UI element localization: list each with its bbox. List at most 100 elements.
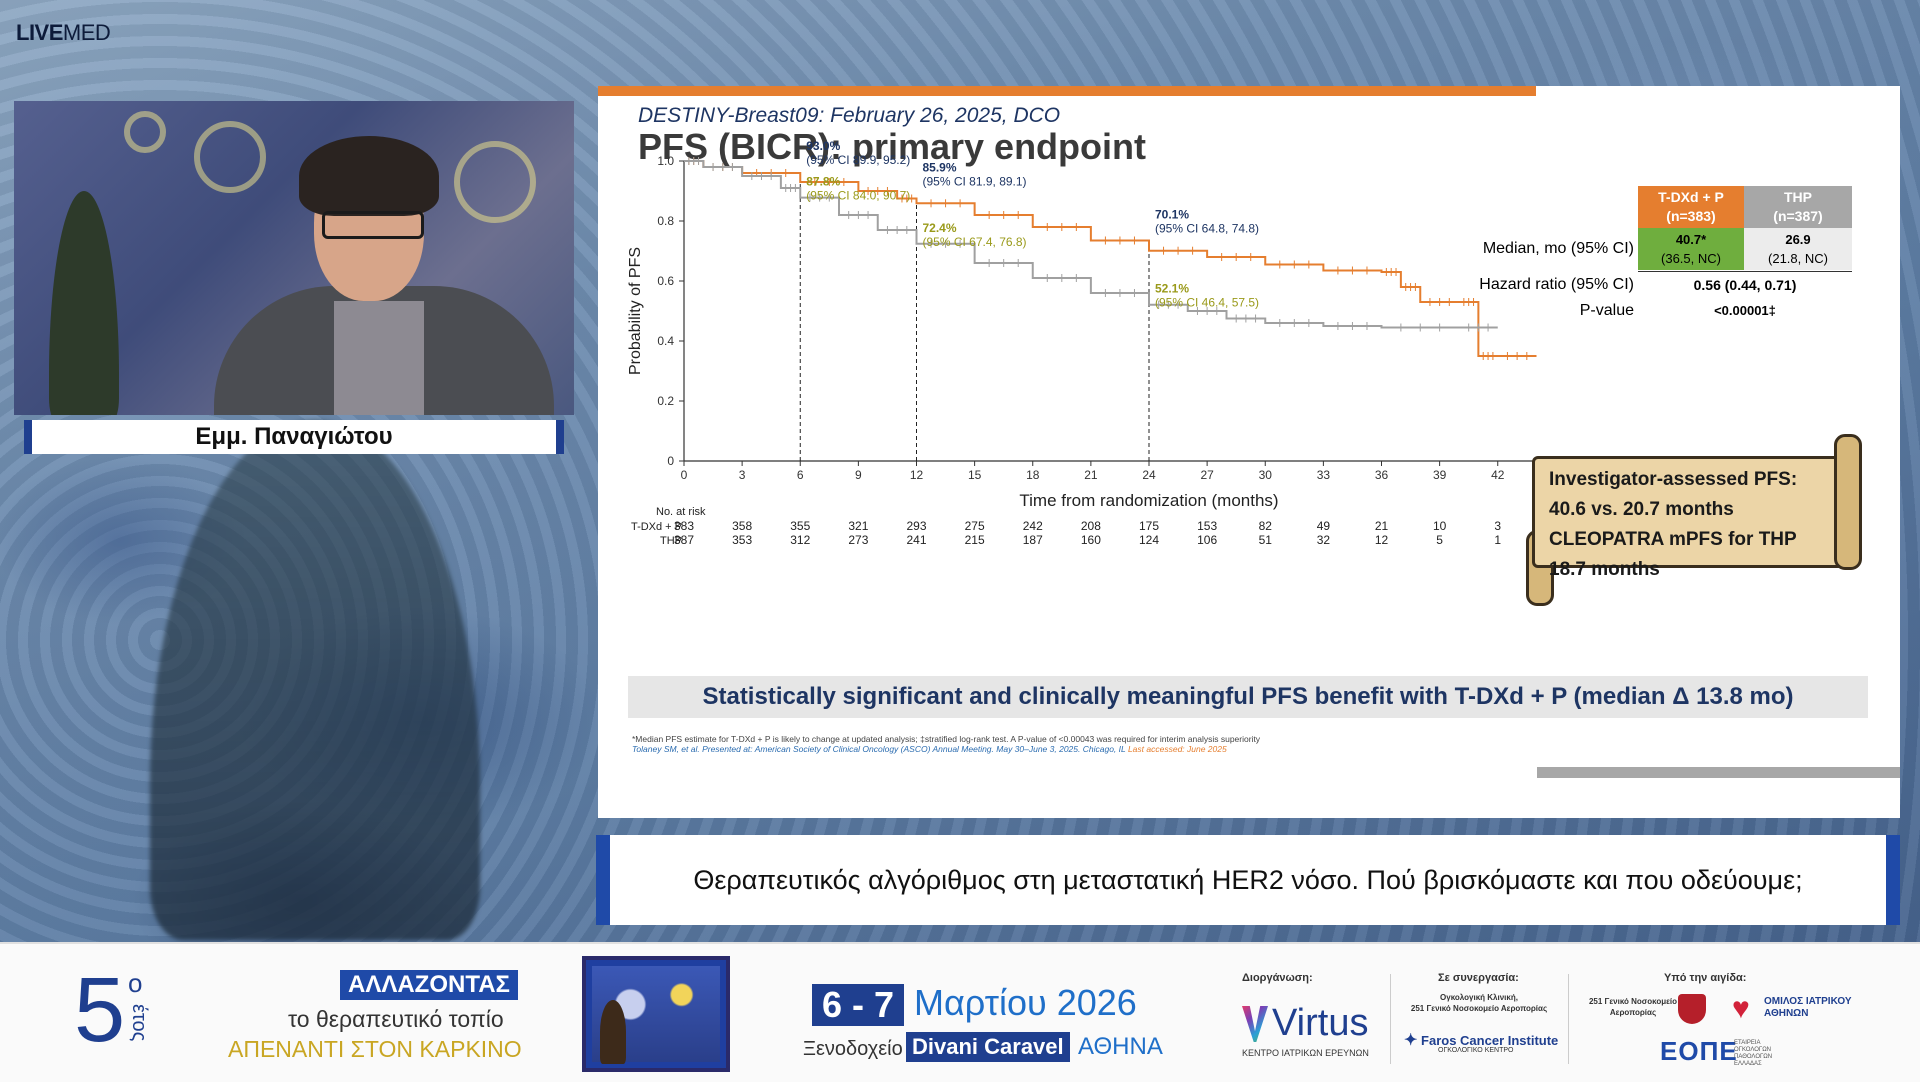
callout-line: CLEOPATRA mPFS for THP	[1549, 529, 1797, 550]
table-head-tdxd-name: T-DXd + P	[1658, 189, 1724, 205]
at-risk-value: 3	[1494, 519, 1501, 533]
speaker-name: Εμμ. Παναγιώτου	[24, 420, 564, 454]
cooperation-label: Σε συνεργασία:	[1438, 972, 1519, 984]
median-tdxd-ci: (36.5, NC)	[1661, 251, 1721, 266]
annotation-ci: (95% CI 89.9, 95.2)	[806, 153, 910, 167]
slide-subtitle: DESTINY-Breast09: February 26, 2025, DCO	[638, 104, 1061, 127]
at-risk-value: 153	[1197, 519, 1217, 533]
callout-line: Investigator-assessed PFS:	[1549, 469, 1798, 490]
y-tick-label: 0.8	[657, 214, 674, 228]
edition-number: 5	[74, 959, 126, 1061]
organizer-subtitle: ΚΕΝΤΡΟ ΙΑΤΡΙΚΩΝ ΕΡΕΥΝΩΝ	[1242, 1048, 1369, 1058]
at-risk-value: 51	[1259, 533, 1273, 547]
annotation-value: 93.0%	[806, 139, 840, 153]
median-thp-ci: (21.8, NC)	[1768, 251, 1828, 266]
omilos-line: ΑΘΗΝΩΝ	[1764, 1008, 1809, 1019]
scroll-roll-right	[1834, 434, 1862, 570]
at-risk-value: 12	[1375, 533, 1389, 547]
key-finding-banner: Statistically significant and clinically…	[628, 676, 1868, 718]
annotation-ci: (95% CI 46.4, 57.5)	[1155, 296, 1259, 310]
y-axis-label: Probability of PFS	[627, 247, 644, 375]
p-value: <0.00001‡	[1714, 303, 1776, 318]
footer-separator	[1568, 974, 1569, 1064]
at-risk-value: 10	[1433, 519, 1447, 533]
x-tick-label: 42	[1491, 468, 1505, 482]
table-divider	[1638, 271, 1852, 272]
median-thp-cell: 26.9 (21.8, NC)	[1744, 228, 1852, 270]
at-risk-value: 32	[1317, 533, 1331, 547]
at-risk-value: 49	[1317, 519, 1331, 533]
at-risk-value: 160	[1081, 533, 1101, 547]
at-risk-row-label: THP	[660, 535, 682, 547]
annotation-ci: (95% CI 84.0, 90.7)	[806, 189, 910, 203]
at-risk-value: 383	[674, 519, 694, 533]
at-risk-title: No. at risk	[656, 506, 706, 518]
annotation-value: 70.1%	[1155, 208, 1189, 222]
callout-line: 18.7 months	[1549, 559, 1660, 580]
x-tick-label: 24	[1142, 468, 1156, 482]
at-risk-value: 215	[965, 533, 985, 547]
x-tick-label: 6	[797, 468, 804, 482]
video-tree	[49, 191, 119, 415]
at-risk-value: 106	[1197, 533, 1217, 547]
event-poster-thumbnail	[582, 956, 730, 1072]
faros-logo: ✦ Faros Cancer Institute	[1404, 1030, 1558, 1050]
poster-tree	[600, 1000, 626, 1064]
hr-label: Hazard ratio (95% CI)	[1479, 276, 1634, 293]
at-risk-value: 124	[1139, 533, 1159, 547]
y-tick-label: 0	[667, 454, 674, 468]
at-risk-row-label: T-DXd + P	[631, 521, 682, 533]
x-tick-label: 39	[1433, 468, 1447, 482]
annotation-ci: (95% CI 64.8, 74.8)	[1155, 222, 1259, 236]
omilos-heart-icon: ♥	[1732, 992, 1750, 1025]
auspices-line: Αεροπορίας	[1609, 1008, 1657, 1017]
at-risk-value: 353	[732, 533, 752, 547]
talk-title-caption: Θεραπευτικός αλγόριθμος στη μεταστατική …	[596, 835, 1900, 925]
virtus-logo-icon	[1242, 1006, 1268, 1042]
speaker-glasses	[322, 211, 424, 239]
coop-line: 251 Γενικό Νοσοκομείο Αεροπορίας	[1410, 1004, 1548, 1013]
organizer-label: Διοργάνωση:	[1242, 972, 1313, 984]
slide-footnote: *Median PFS estimate for T-DXd + P is li…	[632, 734, 1261, 744]
cooperation-partner: Ογκολογική Κλινική, 251 Γενικό Νοσοκομείο…	[1408, 992, 1550, 1014]
faros-name: Faros Cancer Institute	[1421, 1033, 1559, 1048]
at-risk-value: 5	[1436, 533, 1443, 547]
at-risk-value: 1	[1494, 533, 1501, 547]
eope-logo: ΕΟΠΕ	[1660, 1036, 1738, 1066]
x-tick-label: 9	[855, 468, 862, 482]
speaker-shirt	[334, 301, 424, 415]
table-head-thp-name: THP	[1784, 189, 1812, 205]
faros-subtitle: ΟΓΚΟΛΟΓΙΚΟ ΚΕΝΤΡΟ	[1438, 1047, 1514, 1054]
slide-top-accent	[598, 86, 1536, 96]
at-risk-value: 387	[674, 533, 694, 547]
x-tick-label: 3	[739, 468, 746, 482]
livemed-logo: LIVEMED	[16, 20, 111, 45]
p-label: P-value	[1579, 302, 1634, 319]
event-footer: 5 ο έτος ΑΛΛΑΖΟΝΤΑΣ το θεραπευτικό τοπίο…	[0, 942, 1920, 1082]
event-title-box: ΑΛΛΑΖΟΝΤΑΣ	[340, 970, 518, 1000]
at-risk-value: 358	[732, 519, 752, 533]
organizer-name: Virtus	[1272, 1002, 1369, 1044]
thp-curve	[684, 160, 1498, 329]
x-tick-label: 15	[968, 468, 982, 482]
x-tick-label: 36	[1375, 468, 1389, 482]
x-tick-label: 12	[910, 468, 924, 482]
at-risk-value: 241	[906, 533, 926, 547]
table-head-tdxd: T-DXd + P (n=383)	[1638, 186, 1744, 228]
reference-text: Tolaney SM, et al. Presented at: America…	[632, 744, 1126, 754]
event-date-month: Μαρτίου 2026	[914, 982, 1137, 1023]
eope-subtitle: ΕΤΑΙΡΕΙΑ ΟΓΚΟΛΟΓΩΝ ΠΑΘΟΛΟΓΩΝ ΕΛΛΑΔΑΣ	[1734, 1040, 1773, 1067]
faros-icon: ✦	[1404, 1032, 1418, 1049]
y-tick-label: 0.4	[657, 334, 674, 348]
at-risk-value: 175	[1139, 519, 1159, 533]
venue-name: Divani Caravel	[906, 1032, 1070, 1062]
hospital-shield-icon	[1678, 994, 1706, 1024]
at-risk-value: 275	[965, 519, 985, 533]
slide-reference: Tolaney SM, et al. Presented at: America…	[632, 744, 1227, 754]
venue-prefix: Ξενοδοχείο	[803, 1038, 903, 1060]
x-tick-label: 21	[1084, 468, 1098, 482]
annotation-value: 72.4%	[923, 221, 957, 235]
annotation-value: 85.9%	[923, 160, 957, 174]
annotation-value: 52.1%	[1155, 282, 1189, 296]
annotation-ci: (95% CI 67.4, 76.8)	[923, 235, 1027, 249]
